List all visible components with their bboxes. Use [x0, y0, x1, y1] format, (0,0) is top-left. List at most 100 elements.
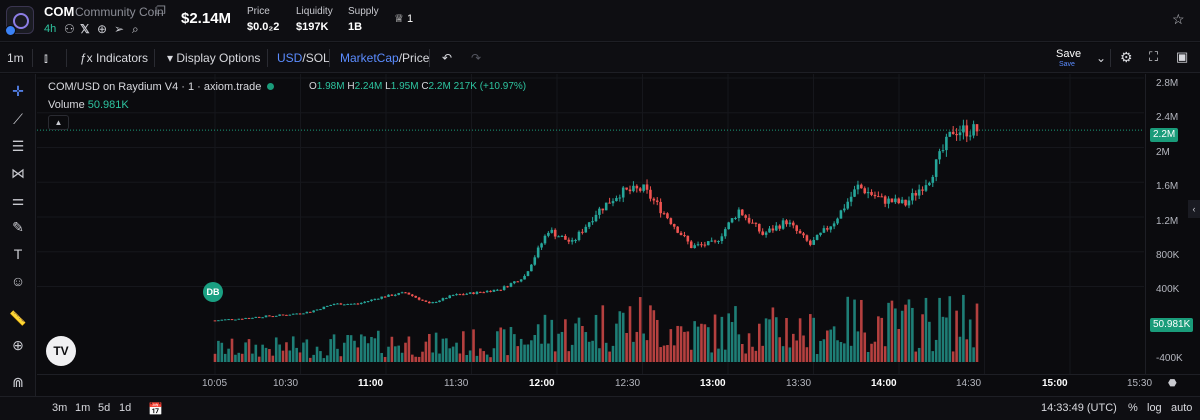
redo-icon[interactable]: ↷ [471, 51, 482, 65]
axis-settings-icon[interactable]: ⬣ [1168, 378, 1177, 389]
time-axis[interactable] [37, 374, 1200, 394]
price-axis[interactable] [1145, 74, 1200, 374]
camera-icon[interactable]: ▣ [1176, 49, 1189, 64]
currency-toggle[interactable]: USD/SOL [277, 51, 330, 65]
y-tick-label: 1.6M [1156, 181, 1179, 192]
candle-body [917, 189, 921, 196]
candle-body [516, 281, 520, 283]
person-icon[interactable]: ⚇ [64, 22, 75, 36]
candle-body [693, 245, 696, 249]
volume-bar [962, 294, 965, 362]
pattern-icon[interactable]: ⋈ [11, 165, 25, 181]
telegram-icon[interactable]: ➢ [114, 22, 125, 36]
range-3m[interactable]: 3m [52, 402, 68, 414]
candle-body [213, 320, 217, 322]
dev-buy-marker[interactable]: DB [203, 282, 223, 302]
indicators-button[interactable]: ƒx Indicators [80, 51, 148, 65]
candle-body [540, 243, 543, 248]
candle-body [261, 317, 264, 319]
candle-body [717, 241, 720, 243]
volume-bar [594, 314, 598, 362]
auto-toggle[interactable]: auto [1171, 402, 1193, 414]
volume-bar [621, 312, 625, 362]
emoji-icon[interactable]: ☺ [10, 273, 26, 289]
save-button[interactable]: Save [1056, 48, 1082, 60]
log-toggle[interactable]: log [1147, 402, 1162, 414]
candle-body [325, 305, 329, 307]
y-tick-label: 2.8M [1156, 78, 1179, 89]
date-range-calendar-icon[interactable]: 📅 [148, 402, 163, 416]
candle-body [873, 194, 877, 197]
volume-bar [400, 352, 404, 362]
volume-bar [635, 331, 639, 362]
x-icon[interactable]: 𝕏 [80, 22, 90, 36]
undo-icon[interactable]: ↶ [442, 51, 453, 65]
range-1m[interactable]: 1m [75, 402, 91, 414]
horizontal-lines-icon[interactable]: ☰ [11, 138, 25, 154]
right-panel-toggle-icon[interactable]: ‹ [1188, 200, 1200, 218]
text-tool-icon[interactable]: T [13, 246, 23, 262]
utc-clock[interactable]: 14:33:49 (UTC) [1041, 402, 1117, 414]
percent-toggle[interactable]: % [1128, 402, 1138, 414]
mode-toggle[interactable]: MarketCap/Price [340, 51, 429, 65]
tradingview-logo[interactable]: TV [46, 336, 76, 366]
candle-type-icon[interactable]: ⫾ [44, 51, 48, 65]
range-5d[interactable]: 5d [98, 402, 111, 414]
magnet-icon[interactable]: ⋒ [12, 374, 24, 390]
candle-body [924, 185, 928, 191]
volume-bar [370, 336, 373, 362]
fullscreen-icon[interactable]: ⛶ [1149, 49, 1159, 64]
high-label: H [347, 81, 355, 92]
copy-icon[interactable]: ❐ [156, 5, 166, 17]
volume-bar [744, 353, 747, 362]
candle-body [434, 302, 438, 304]
crosshair-icon[interactable]: ✛ [12, 83, 24, 99]
toolbar-divider [66, 49, 67, 67]
volume-bar [778, 337, 781, 362]
range-1d[interactable]: 1d [119, 402, 132, 414]
candle-body [217, 320, 220, 322]
candle-body [887, 198, 890, 204]
volume-bar [223, 353, 227, 362]
settings-gear-icon[interactable]: ⚙ [1120, 49, 1133, 65]
candle-body [761, 231, 764, 235]
volume-bar [611, 345, 615, 362]
save-menu-chevron-icon[interactable]: ⌄ [1096, 51, 1107, 65]
token-logo-icon[interactable] [5, 6, 34, 36]
volume-bar [506, 355, 509, 362]
candle-body [533, 257, 537, 265]
collapse-legend-icon[interactable]: ▲ [48, 115, 69, 130]
candle-body [747, 217, 751, 223]
volume-bar [302, 342, 305, 362]
display-options-button[interactable]: ▾ Display Options [167, 51, 260, 65]
candle-body [710, 240, 713, 242]
fib-icon[interactable]: ⚌ [11, 192, 25, 208]
volume-bar [700, 323, 703, 362]
x-tick-label: 14:00 [871, 378, 897, 389]
volume-bar [516, 346, 520, 362]
volume-bar [281, 350, 285, 362]
interval-button[interactable]: 1m [7, 51, 24, 65]
volume-bar [659, 347, 662, 362]
volume-bar [839, 341, 843, 362]
volume-bar [499, 327, 503, 362]
price-chart[interactable] [37, 74, 1144, 374]
candle-body [553, 229, 557, 237]
globe-icon[interactable]: ⊕ [97, 22, 108, 36]
volume-bar [411, 354, 414, 362]
star-icon[interactable]: ☆ [1172, 11, 1185, 27]
volume-bar [645, 340, 649, 362]
volume-bar [465, 354, 469, 362]
candle-body [591, 221, 594, 223]
trendline-icon[interactable]: ⟋ [13, 111, 23, 127]
candle-body [547, 232, 550, 236]
volume-bar [213, 353, 217, 362]
search-icon[interactable]: ⌕ [132, 22, 139, 36]
volume-bar [336, 348, 339, 362]
zoom-in-icon[interactable]: ⊕ [12, 337, 24, 353]
brush-icon[interactable]: ✎ [12, 219, 24, 235]
ruler-icon[interactable]: 📏 [9, 310, 27, 326]
candle-body [468, 292, 472, 294]
toolbar-divider [267, 49, 268, 67]
token-symbol: COM [44, 4, 75, 19]
